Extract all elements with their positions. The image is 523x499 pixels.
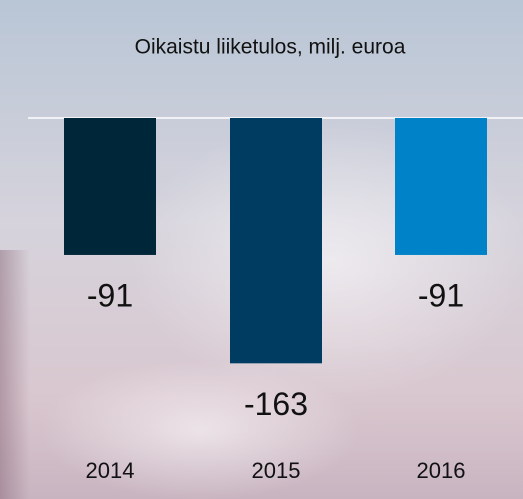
- value-label: -91: [418, 277, 464, 313]
- bar: [395, 118, 487, 255]
- x-tick-label: 2015: [252, 458, 301, 483]
- bar: [64, 118, 156, 255]
- x-tick-label: 2014: [86, 458, 135, 483]
- bar: [230, 118, 322, 364]
- x-tick-label: 2016: [417, 458, 466, 483]
- cloud: [40, 360, 360, 499]
- value-label: -163: [244, 386, 308, 422]
- chart-title: Oikaistu liiketulos, milj. euroa: [135, 36, 406, 59]
- shade: [0, 250, 30, 499]
- value-label: -91: [87, 277, 133, 313]
